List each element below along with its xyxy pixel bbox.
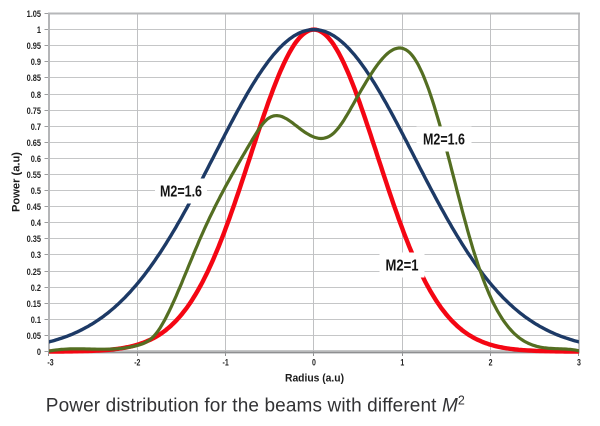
svg-text:0.75: 0.75 (27, 106, 42, 117)
svg-text:2: 2 (489, 357, 493, 368)
svg-text:0.7: 0.7 (31, 122, 41, 133)
svg-text:M2=1: M2=1 (386, 257, 419, 274)
svg-text:0.85: 0.85 (27, 73, 42, 84)
svg-text:Radius (a.u): Radius (a.u) (285, 373, 344, 385)
svg-text:0.3: 0.3 (31, 250, 41, 261)
svg-text:Power (a.u): Power (a.u) (11, 152, 23, 212)
svg-text:3: 3 (577, 357, 581, 368)
svg-text:1.05: 1.05 (27, 9, 42, 20)
svg-text:0: 0 (312, 357, 316, 368)
svg-text:0.05: 0.05 (27, 331, 42, 342)
svg-text:0.6: 0.6 (31, 154, 41, 165)
svg-text:0.45: 0.45 (27, 202, 42, 213)
svg-text:-2: -2 (134, 357, 140, 368)
svg-text:0.55: 0.55 (27, 170, 42, 181)
svg-text:0: 0 (37, 347, 41, 358)
svg-text:M2=1.6: M2=1.6 (423, 131, 465, 148)
svg-text:-1: -1 (223, 357, 230, 368)
svg-text:0.9: 0.9 (31, 57, 41, 68)
svg-text:0.8: 0.8 (31, 90, 41, 101)
svg-text:0.2: 0.2 (31, 283, 41, 294)
svg-text:M2=1.6: M2=1.6 (160, 183, 202, 200)
svg-text:1: 1 (37, 25, 42, 36)
svg-text:0.35: 0.35 (27, 234, 42, 245)
svg-text:-3: -3 (47, 357, 53, 368)
svg-text:1: 1 (400, 357, 404, 368)
svg-text:0.1: 0.1 (31, 315, 42, 326)
svg-text:0.95: 0.95 (27, 41, 42, 52)
svg-text:0.5: 0.5 (31, 186, 42, 197)
svg-text:0.15: 0.15 (27, 299, 42, 310)
svg-text:0.4: 0.4 (31, 218, 42, 229)
svg-text:Power distribution for the bea: Power distribution for the beams with di… (46, 394, 465, 417)
svg-text:0.65: 0.65 (27, 138, 42, 149)
svg-text:0.25: 0.25 (27, 267, 42, 278)
